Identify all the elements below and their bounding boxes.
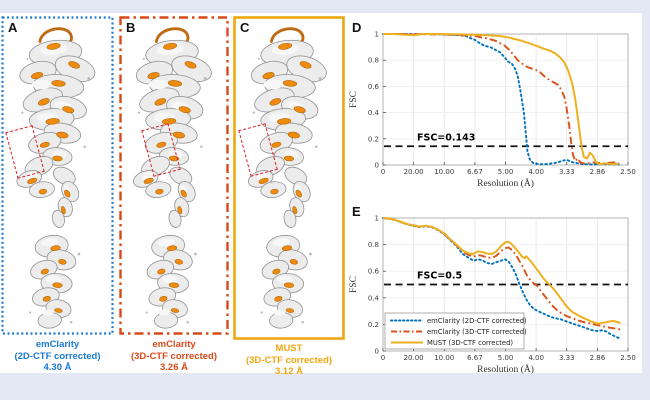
caption-A-resolution: 4.30 Å bbox=[43, 362, 72, 373]
panel-B-border bbox=[119, 16, 229, 335]
caption-C-line2: (3D-CTF corrected) bbox=[245, 354, 333, 366]
density-map-B bbox=[129, 27, 217, 331]
panel-letter-E: E bbox=[352, 204, 361, 219]
svg-text:4.00: 4.00 bbox=[528, 168, 544, 176]
panel-letter-C: C bbox=[240, 20, 250, 35]
x-axis-label: Resolution (Å) bbox=[477, 177, 534, 189]
svg-text:10.00: 10.00 bbox=[434, 354, 454, 362]
svg-text:2.86: 2.86 bbox=[590, 168, 606, 176]
caption-B: emClarity (3D-CTF corrected) 3.26 Å bbox=[119, 339, 229, 374]
legend-entry-3: MUST (3D-CTF corrected) bbox=[427, 339, 513, 347]
caption-C-line1: MUST bbox=[275, 343, 303, 354]
svg-text:5.00: 5.00 bbox=[498, 354, 514, 362]
panel-letter-D: D bbox=[352, 20, 362, 35]
fsc-curve-2 bbox=[383, 33, 619, 165]
threshold-label: FSC=0.143 bbox=[417, 132, 475, 143]
svg-text:1: 1 bbox=[375, 31, 379, 39]
axis-ticks-and-labels: 0 20.00 10.00 6.67 5.00 4.00 3.33 2.86 2.50 0 0.2 0… bbox=[368, 215, 636, 363]
svg-text:2.86: 2.86 bbox=[590, 354, 606, 362]
svg-text:0: 0 bbox=[375, 348, 379, 356]
y-axis-label: FSC bbox=[349, 276, 359, 293]
caption-A-line1: emClarity bbox=[35, 339, 80, 350]
caption-A-line2: (2D-CTF corrected) bbox=[14, 350, 101, 362]
svg-text:3.33: 3.33 bbox=[559, 354, 575, 362]
fsc-curve-3 bbox=[382, 217, 621, 325]
svg-text:0.2: 0.2 bbox=[368, 321, 379, 329]
svg-text:3.33: 3.33 bbox=[559, 168, 575, 176]
svg-text:0.8: 0.8 bbox=[368, 241, 379, 249]
caption-A: emClarity (2D-CTF corrected) 4.30 Å bbox=[1, 339, 114, 374]
gridlines bbox=[383, 34, 629, 165]
svg-text:4.00: 4.00 bbox=[528, 354, 544, 362]
panel-C-map: C bbox=[233, 16, 345, 340]
svg-text:0.4: 0.4 bbox=[368, 109, 380, 117]
panel-B-map: B bbox=[119, 16, 229, 335]
panel-C-border bbox=[233, 16, 345, 340]
x-axis-label: Resolution (Å) bbox=[477, 363, 534, 375]
legend: emClarity (2D-CTF corrected) emClarity (3… bbox=[384, 312, 527, 350]
svg-text:0: 0 bbox=[381, 168, 385, 176]
svg-text:0.4: 0.4 bbox=[368, 294, 380, 302]
svg-text:6.67: 6.67 bbox=[467, 354, 483, 362]
y-axis-label: FSC bbox=[349, 91, 359, 108]
svg-text:0: 0 bbox=[375, 162, 379, 170]
panel-A-map: A bbox=[1, 16, 114, 335]
svg-text:5.00: 5.00 bbox=[498, 168, 514, 176]
axis-ticks-and-labels: 0 20.00 10.00 6.67 5.00 4.00 3.33 2.86 2.50 0 0.2 0… bbox=[368, 31, 636, 177]
caption-B-resolution: 3.26 Å bbox=[160, 362, 188, 373]
svg-text:0: 0 bbox=[381, 354, 385, 362]
fsc-curve-3 bbox=[383, 33, 619, 166]
panel-A-border bbox=[1, 16, 114, 335]
threshold-label: FSC=0.5 bbox=[417, 271, 462, 282]
svg-text:0.6: 0.6 bbox=[368, 83, 380, 91]
svg-text:0.2: 0.2 bbox=[368, 135, 379, 143]
caption-B-line1: emClarity bbox=[152, 339, 196, 350]
svg-text:20.00: 20.00 bbox=[404, 354, 424, 362]
svg-text:0.6: 0.6 bbox=[368, 268, 380, 276]
caption-C-resolution: 3.12 Å bbox=[275, 366, 303, 377]
svg-text:1: 1 bbox=[375, 215, 379, 223]
fsc-chart-D: 0 20.00 10.00 6.67 5.00 4.00 3.33 2.86 2.50 0 0.2 0… bbox=[349, 31, 636, 190]
svg-text:10.00: 10.00 bbox=[434, 168, 454, 176]
caption-C: MUST (3D-CTF corrected) 3.12 Å bbox=[233, 343, 345, 378]
caption-B-line2: (3D-CTF corrected) bbox=[130, 350, 218, 362]
legend-entry-2: emClarity (3D-CTF corrected) bbox=[427, 328, 527, 336]
svg-text:0.8: 0.8 bbox=[368, 57, 379, 65]
svg-text:20.00: 20.00 bbox=[404, 168, 424, 176]
fsc-curve-1 bbox=[382, 33, 620, 166]
svg-text:2.50: 2.50 bbox=[620, 168, 636, 176]
svg-text:6.67: 6.67 bbox=[467, 168, 483, 176]
panel-letter-A: A bbox=[8, 20, 18, 35]
legend-entry-1: emClarity (2D-CTF corrected) bbox=[427, 317, 527, 325]
fsc-chart-E: 0 20.00 10.00 6.67 5.00 4.00 3.33 2.86 2.50 0 0.2 0… bbox=[349, 215, 636, 376]
panel-letter-B: B bbox=[126, 20, 136, 35]
svg-text:2.50: 2.50 bbox=[620, 354, 636, 362]
